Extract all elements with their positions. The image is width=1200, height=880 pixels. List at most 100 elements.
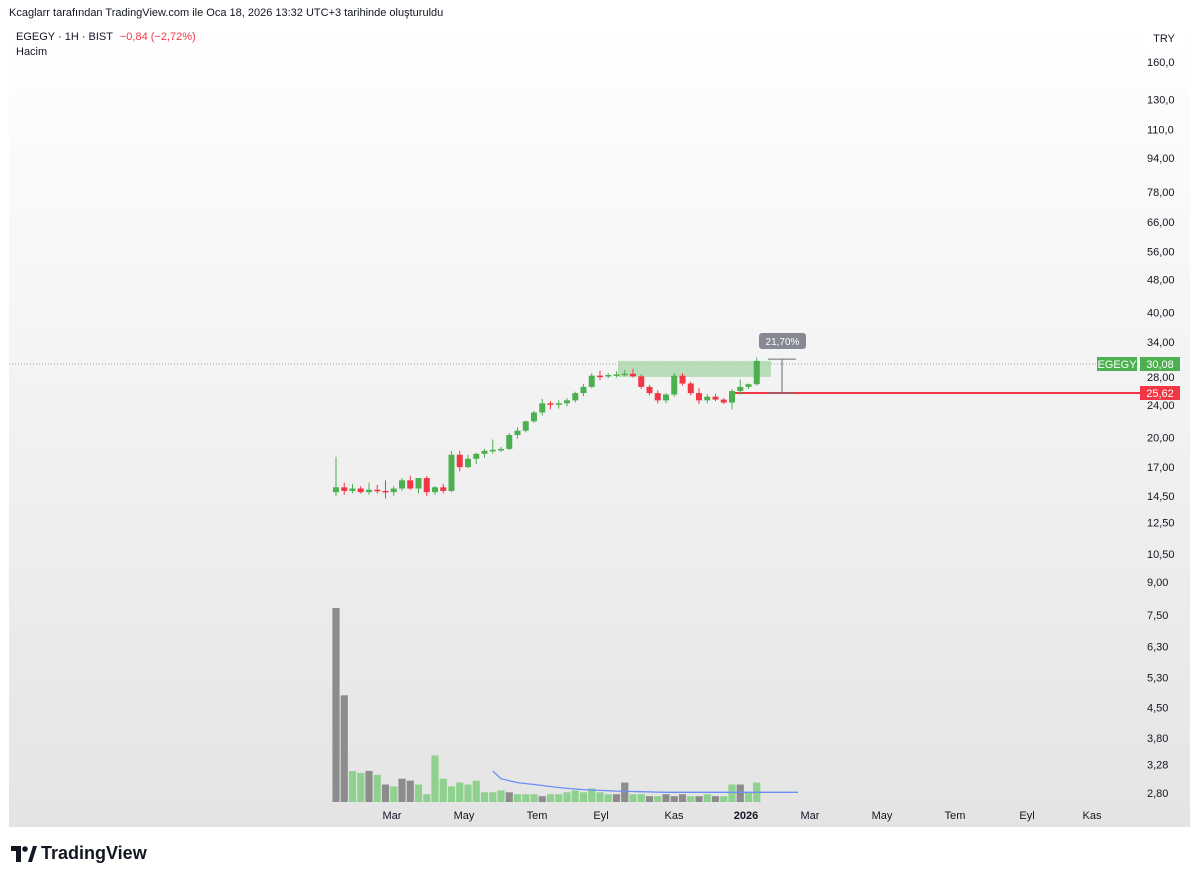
- candle-body: [753, 360, 760, 385]
- candle-body: [440, 487, 447, 491]
- volume-bar: [546, 794, 555, 802]
- candle-body: [407, 480, 414, 489]
- candle-body: [555, 403, 562, 405]
- candle-body: [531, 412, 537, 422]
- volume-bar: [431, 755, 439, 802]
- candle-body: [720, 399, 727, 403]
- candle-body: [374, 489, 381, 492]
- volume-bar: [530, 794, 538, 802]
- candle-body: [621, 373, 628, 376]
- candle-body: [588, 375, 595, 387]
- x-tick-label: May: [872, 810, 893, 822]
- volume-bar: [513, 794, 522, 802]
- candle-body: [679, 375, 686, 384]
- x-tick-label: 2026: [734, 810, 758, 822]
- candle-body: [382, 490, 389, 493]
- volume-bar: [695, 796, 703, 802]
- candle-body: [704, 396, 711, 401]
- y-tick-label: 40,00: [1147, 307, 1175, 319]
- candle-body: [605, 375, 612, 377]
- volume-bar: [497, 790, 505, 802]
- candle-body: [737, 386, 744, 392]
- candle-body: [432, 487, 438, 493]
- volume-bar: [670, 796, 678, 802]
- y-tick-label: 10,50: [1147, 549, 1175, 561]
- volume-bar: [390, 786, 398, 802]
- volume-bar: [447, 786, 456, 802]
- y-tick-label: 48,00: [1147, 275, 1175, 287]
- candle-body: [399, 480, 405, 489]
- volume-bar: [563, 792, 571, 802]
- candle-body: [654, 393, 661, 401]
- candle-body: [415, 478, 422, 489]
- tradingview-logo[interactable]: TradingView: [11, 843, 147, 864]
- candle-body: [572, 393, 579, 401]
- volume-bar: [645, 796, 654, 802]
- y-tick-label: 130,0: [1147, 95, 1175, 107]
- tradingview-logo-icon: [11, 845, 37, 862]
- y-tick-label: 110,0: [1147, 125, 1174, 137]
- candle-body: [564, 400, 570, 404]
- resistance-zone: [618, 360, 771, 377]
- volume-bar: [538, 796, 546, 802]
- symbol-legend: EGEGY · 1H · BIST −0,84 (−2,72%): [16, 31, 196, 43]
- candle-body: [580, 386, 587, 394]
- volume-bar: [588, 788, 596, 802]
- volume-bar: [480, 792, 489, 802]
- symbol-tag-label: EGEGY: [1097, 359, 1137, 371]
- x-tick-label: Eyl: [1019, 810, 1034, 822]
- y-tick-label: 28,00: [1147, 372, 1175, 384]
- volume-bar: [579, 792, 588, 802]
- candle-body: [613, 374, 620, 376]
- symbol-tag: [1097, 356, 1137, 371]
- candle-body: [638, 376, 645, 387]
- volume-bar: [736, 784, 744, 802]
- candle-body: [663, 394, 669, 401]
- candle-body: [514, 430, 521, 436]
- chart-caption: Kcaglarr tarafından TradingView.com ile …: [9, 7, 444, 19]
- volume-bar: [720, 796, 728, 802]
- volume-bar: [522, 794, 530, 802]
- candle-body: [729, 391, 735, 403]
- candle-body: [745, 384, 752, 387]
- volume-bar: [728, 784, 736, 802]
- volume-bar: [423, 794, 431, 802]
- y-tick-label: 78,00: [1147, 187, 1175, 199]
- x-tick-label: Tem: [527, 810, 548, 822]
- candle-body: [341, 487, 348, 491]
- y-tick-label: 34,00: [1147, 337, 1175, 349]
- measure-badge: [759, 333, 806, 349]
- candle-body: [687, 383, 694, 394]
- volume-bar: [357, 772, 365, 802]
- volume-bar: [678, 794, 687, 802]
- volume-bar: [555, 794, 563, 802]
- volume-bar: [406, 780, 414, 802]
- volume-bar: [464, 784, 472, 802]
- candle-body: [456, 454, 463, 468]
- price-change: −0,84 (−2,72%): [119, 31, 196, 43]
- last-price-tag: [1140, 356, 1180, 371]
- volume-bar: [414, 784, 423, 802]
- candle-body: [489, 449, 496, 452]
- y-tick-label: 94,00: [1147, 153, 1175, 165]
- currency-button[interactable]: TRY: [1143, 29, 1185, 49]
- candle-body: [357, 488, 364, 493]
- y-tick-label: 14,50: [1147, 491, 1175, 503]
- candle-body: [630, 373, 636, 377]
- volume-bar: [365, 770, 373, 802]
- volume-bar: [439, 778, 447, 802]
- support-price-tag: [1140, 385, 1180, 400]
- y-tick-label: 12,50: [1147, 518, 1175, 530]
- chart-frame[interactable]: [9, 25, 1190, 827]
- y-tick-label: 66,00: [1147, 217, 1175, 229]
- volume-bar: [340, 695, 348, 802]
- volume-bar: [348, 770, 357, 802]
- candle-body: [366, 489, 372, 493]
- volume-bar: [332, 608, 340, 802]
- volume-bar: [489, 792, 497, 802]
- candle-body: [333, 487, 339, 493]
- x-tick-label: Mar: [383, 810, 402, 822]
- candle-body: [712, 396, 719, 400]
- x-tick-label: Kas: [665, 810, 684, 822]
